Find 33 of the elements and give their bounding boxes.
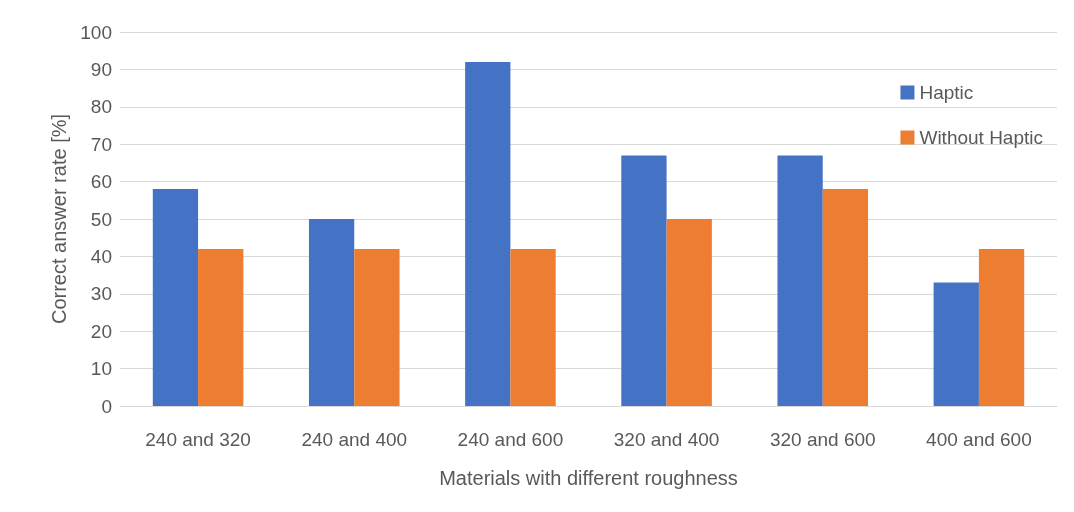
- x-tick-label: 240 and 400: [301, 429, 408, 450]
- y-tick-label: 70: [90, 133, 112, 155]
- y-tick-label: 20: [90, 320, 112, 342]
- bar: [354, 248, 400, 406]
- bar: [465, 61, 511, 406]
- y-tick-label: 50: [90, 208, 112, 230]
- bar: [822, 189, 869, 406]
- y-tick-label: 90: [90, 58, 112, 80]
- bar: [933, 282, 979, 406]
- bar: [152, 189, 199, 406]
- y-tick-label: 30: [90, 283, 112, 305]
- bar: [621, 155, 667, 406]
- y-tick-label: 10: [90, 358, 112, 380]
- y-tick-label: 100: [80, 21, 112, 43]
- x-tick-label: 240 and 600: [457, 429, 564, 450]
- bar: [978, 248, 1025, 406]
- x-axis-title: Materials with different roughness: [439, 467, 738, 489]
- bar: [777, 155, 823, 406]
- bar: [666, 219, 712, 406]
- bar: [308, 219, 355, 406]
- legend-label: Haptic: [919, 82, 974, 103]
- bar: [510, 248, 556, 406]
- bar: [198, 248, 244, 406]
- y-tick-label: 60: [90, 171, 112, 193]
- x-tick-label: 320 and 400: [613, 429, 720, 450]
- y-axis-title: Correct answer rate [%]: [48, 113, 71, 325]
- y-tick-label: 0: [101, 395, 112, 417]
- y-tick-label: 80: [90, 96, 112, 118]
- x-tick-label: 400 and 600: [926, 429, 1032, 450]
- y-tick-label: 40: [90, 245, 112, 267]
- legend-label: Without Haptic: [919, 127, 1043, 148]
- x-tick-label: 240 and 320: [145, 429, 251, 450]
- x-tick-label: 320 and 600: [769, 429, 876, 450]
